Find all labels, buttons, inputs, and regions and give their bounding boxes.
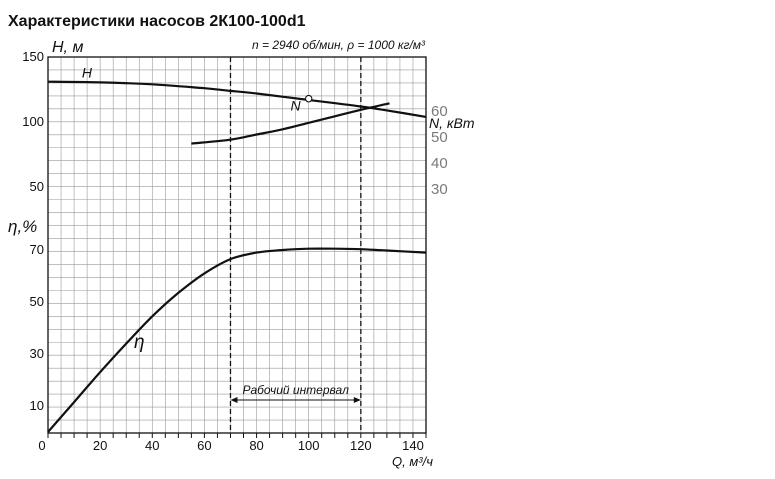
n-tick-label: 60: [431, 103, 448, 120]
n-tick-label: 50: [431, 129, 448, 146]
x-tick-label: 140: [402, 438, 424, 453]
h-tick-label: 50: [30, 179, 44, 194]
series-n-label: N: [290, 97, 301, 113]
x-tick-label: 120: [350, 438, 372, 453]
eta-axis-label: η,%: [8, 217, 37, 236]
plot-frame: [47, 56, 427, 434]
h-axis-ticks: 150 100 50: [22, 49, 44, 194]
eta-tick-label: 30: [30, 346, 44, 361]
n-tick-label: 40: [431, 155, 448, 172]
n-axis-label: N, кВт: [429, 115, 475, 131]
x-axis-ticks: 0 20 40 60 80 100 120 140: [38, 438, 423, 453]
series-h-label: H: [82, 65, 93, 81]
n-tick-label: 30: [431, 181, 448, 198]
x-tick-label: 40: [145, 438, 159, 453]
eta-axis-ticks: 70 50 30 10: [30, 242, 44, 413]
h-axis-label: H, м: [52, 39, 83, 56]
working-interval-label: Рабочий интервал: [242, 383, 349, 397]
eta-tick-label: 50: [30, 294, 44, 309]
chart-grid: [47, 57, 427, 438]
series-h-line: [47, 80, 427, 118]
working-interval-arrowhead-right: [353, 397, 361, 403]
eta-tick-label: 70: [30, 242, 44, 257]
h-tick-label: 150: [22, 49, 44, 64]
series-h-point-marker: [304, 94, 313, 103]
working-interval-arrowhead-left: [230, 397, 238, 403]
x-tick-label: 80: [249, 438, 263, 453]
h-tick-label: 100: [22, 114, 44, 129]
x-tick-label: 100: [298, 438, 320, 453]
x-tick-label: 60: [197, 438, 211, 453]
chart-title: Характеристики насосов 2К100-100d1: [8, 13, 306, 30]
eta-tick-label: 10: [30, 398, 44, 413]
chart-subtitle: n = 2940 об/мин, ρ = 1000 кг/м³: [252, 38, 426, 52]
series-eta-label: η: [134, 332, 145, 353]
x-axis-label: Q, м³/ч: [392, 454, 433, 469]
series-n-line: [191, 102, 390, 145]
n-axis-ticks: 60 50 40 30: [431, 103, 448, 198]
x-tick-label: 20: [93, 438, 107, 453]
x-tick-label: 0: [38, 438, 45, 453]
series-eta-line: [47, 247, 427, 433]
